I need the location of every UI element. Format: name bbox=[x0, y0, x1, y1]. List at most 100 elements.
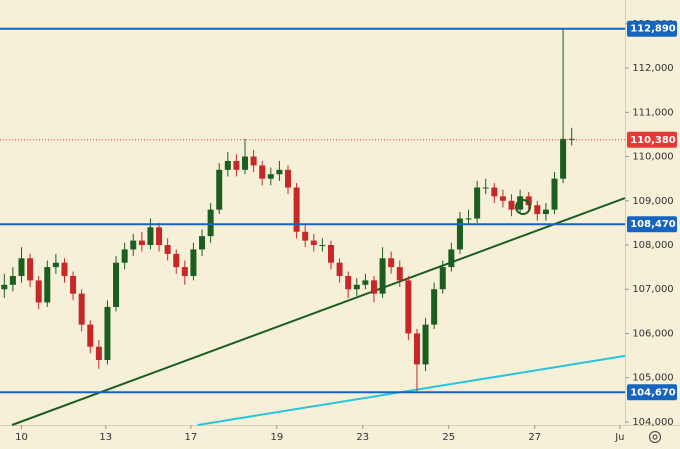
trend-line bbox=[197, 354, 626, 426]
candle-body bbox=[568, 138, 575, 140]
candle-body bbox=[224, 160, 231, 170]
y-tick-label: 108,000 bbox=[632, 240, 673, 251]
x-tick-label: 23 bbox=[356, 432, 369, 443]
price-label: 110,380 bbox=[630, 135, 676, 146]
y-tick-label: 104,000 bbox=[632, 417, 673, 428]
trend-line bbox=[11, 197, 626, 426]
price-label-bg bbox=[627, 20, 677, 37]
candle-body bbox=[207, 209, 214, 237]
candle-body bbox=[474, 187, 481, 219]
price-label: 108,470 bbox=[630, 219, 676, 230]
candle-body bbox=[310, 240, 317, 246]
candle-body bbox=[336, 262, 343, 276]
candle-body bbox=[70, 275, 77, 294]
candle-body bbox=[181, 267, 188, 276]
candle-body bbox=[130, 240, 137, 250]
candle-body bbox=[345, 275, 352, 290]
candle-body bbox=[52, 262, 59, 268]
candle-body bbox=[276, 169, 283, 175]
x-tick-label: 25 bbox=[442, 432, 455, 443]
candle-body bbox=[422, 324, 429, 365]
candle-body bbox=[78, 293, 85, 325]
candle-body bbox=[1, 284, 8, 290]
y-tick-label: 105,000 bbox=[632, 373, 673, 384]
x-tick-label: 13 bbox=[99, 432, 112, 443]
price-label-bg bbox=[627, 384, 677, 401]
candle-body bbox=[456, 218, 463, 250]
gear-center[interactable] bbox=[652, 434, 658, 440]
x-tick-label: 17 bbox=[184, 432, 197, 443]
gear[interactable] bbox=[648, 430, 662, 444]
price-label-bg bbox=[627, 216, 677, 233]
candle-body bbox=[319, 245, 326, 247]
candle-body bbox=[534, 205, 541, 215]
candle-body bbox=[551, 178, 558, 210]
y-tick-label: 112,000 bbox=[632, 63, 673, 74]
candle-body bbox=[388, 258, 395, 268]
candle-body bbox=[87, 324, 94, 347]
candle-body bbox=[113, 262, 120, 307]
price-label: 104,670 bbox=[630, 387, 676, 398]
candle-body bbox=[362, 280, 369, 285]
candle-body bbox=[147, 227, 154, 246]
plot-area bbox=[0, 27, 626, 426]
x-tick-label: 10 bbox=[15, 432, 28, 443]
candle-body bbox=[9, 275, 16, 285]
y-tick-label: 110,000 bbox=[632, 152, 673, 163]
candle-body bbox=[327, 245, 334, 263]
candle-body bbox=[104, 306, 111, 360]
candle-body bbox=[542, 209, 549, 215]
circle-annotation bbox=[515, 199, 531, 215]
settings-icon[interactable] bbox=[648, 430, 662, 444]
x-tick-label: 27 bbox=[528, 432, 541, 443]
candle-body bbox=[164, 245, 171, 254]
candle-body bbox=[95, 346, 102, 360]
candle-body bbox=[499, 196, 506, 201]
candle-body bbox=[61, 262, 68, 276]
candle-body bbox=[121, 249, 128, 263]
candle-body bbox=[396, 267, 403, 281]
candle-body bbox=[156, 227, 163, 246]
x-tick-label: Ju bbox=[614, 432, 624, 443]
candle-body bbox=[199, 236, 206, 250]
candle-body bbox=[302, 231, 309, 241]
candle-body bbox=[405, 280, 412, 334]
candle-body bbox=[173, 253, 180, 268]
candle-body bbox=[465, 218, 472, 220]
y-tick-label: 106,000 bbox=[632, 328, 673, 339]
candle-body bbox=[35, 280, 42, 303]
candle-body bbox=[233, 160, 240, 170]
x-tick-label: 19 bbox=[270, 432, 283, 443]
candle-body bbox=[517, 196, 524, 210]
candle-body bbox=[439, 267, 446, 290]
candle-body bbox=[379, 258, 386, 294]
y-tick-label: 109,000 bbox=[632, 196, 673, 207]
candle-body bbox=[284, 169, 291, 188]
price-label: 112,890 bbox=[630, 24, 676, 35]
y-tick-label: 111,000 bbox=[632, 107, 673, 118]
candle-body bbox=[27, 258, 34, 281]
candle-body bbox=[18, 258, 25, 276]
candle-body bbox=[431, 289, 438, 325]
candle-body bbox=[413, 333, 420, 365]
candle-body bbox=[250, 156, 257, 166]
candle-body bbox=[560, 138, 567, 179]
candle-body bbox=[138, 240, 145, 246]
candle-body bbox=[242, 156, 249, 170]
candle-body bbox=[44, 267, 51, 303]
price-label-bg bbox=[627, 131, 677, 148]
candle-body bbox=[259, 165, 266, 179]
candle-body bbox=[267, 174, 274, 179]
candle-body bbox=[491, 187, 498, 197]
y-tick-label: 107,000 bbox=[632, 284, 673, 295]
candle-body bbox=[482, 187, 489, 189]
candle-body bbox=[448, 249, 455, 268]
candle-body bbox=[293, 187, 300, 232]
candle-body bbox=[370, 280, 377, 294]
candle-body bbox=[508, 200, 515, 210]
candle-body bbox=[353, 284, 360, 290]
candle-body bbox=[190, 249, 197, 276]
candle-body bbox=[216, 169, 223, 210]
candle-body bbox=[525, 196, 532, 206]
